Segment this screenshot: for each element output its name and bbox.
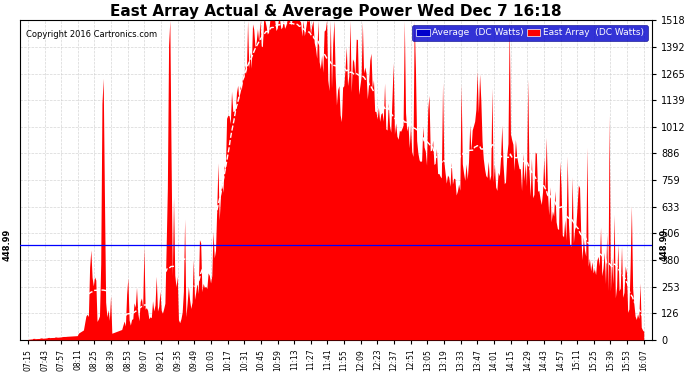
Text: 448.99: 448.99: [660, 229, 669, 261]
Title: East Array Actual & Average Power Wed Dec 7 16:18: East Array Actual & Average Power Wed De…: [110, 4, 562, 19]
Text: Copyright 2016 Cartronics.com: Copyright 2016 Cartronics.com: [26, 30, 157, 39]
Legend: Average  (DC Watts), East Array  (DC Watts): Average (DC Watts), East Array (DC Watts…: [413, 25, 647, 41]
Text: 448.99: 448.99: [3, 229, 12, 261]
